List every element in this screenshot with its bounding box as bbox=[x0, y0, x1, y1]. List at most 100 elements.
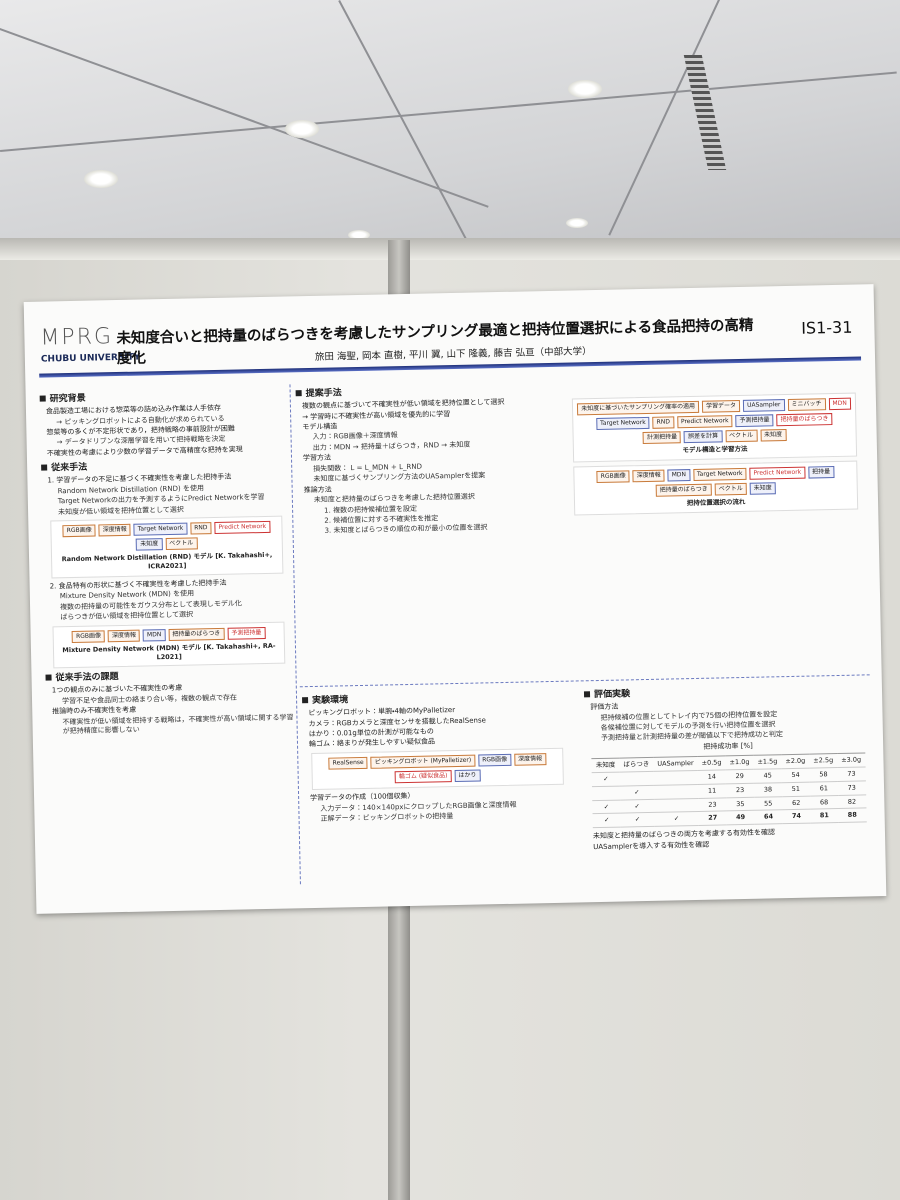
table-cell: ✓ bbox=[619, 785, 655, 800]
header-cell: ばらつき bbox=[619, 757, 654, 773]
table-cell: 49 bbox=[726, 810, 755, 826]
figure-label: Target Network bbox=[133, 522, 188, 537]
figure-label: MDN bbox=[828, 397, 851, 411]
table-cell bbox=[592, 785, 621, 801]
figure-label: ミニバッチ bbox=[787, 398, 826, 412]
figure: RGB画像 深度情報 MDN Target Network Predict Networ… bbox=[573, 460, 859, 516]
table-cell: 54 bbox=[781, 768, 810, 783]
figure-label: 把持量のばらつき bbox=[776, 413, 833, 427]
figure-label: Predict Network bbox=[214, 521, 271, 535]
figure-label: ベクトル bbox=[714, 483, 747, 496]
proposed-figures: 未知度に基づいたサンプリング確率の適用 学習データ UASampler ミニバッチ MD… bbox=[564, 389, 867, 519]
table-cell: 29 bbox=[725, 769, 754, 784]
table-cell: 82 bbox=[837, 794, 867, 809]
table-cell: 11 bbox=[698, 783, 727, 799]
poster-id: IS1-31 bbox=[801, 317, 853, 338]
ceiling-beam bbox=[338, 0, 477, 257]
table-cell: 64 bbox=[754, 810, 783, 825]
table-cell bbox=[653, 770, 699, 786]
figure-label: RGB画像 bbox=[62, 524, 96, 538]
table-cell: ✓ bbox=[620, 798, 655, 814]
table-cell bbox=[653, 784, 699, 799]
table-cell: 23 bbox=[698, 797, 727, 812]
ceiling-light bbox=[348, 230, 370, 240]
figure-label: 把持量のばらつき bbox=[655, 483, 712, 498]
figure-label: 深度情報 bbox=[107, 629, 141, 643]
ceiling-beam bbox=[0, 71, 897, 152]
table-cell: 14 bbox=[697, 769, 726, 785]
figure-label: RGB画像 bbox=[71, 630, 106, 643]
ceiling-light bbox=[84, 170, 118, 188]
table-cell: 73 bbox=[837, 780, 866, 796]
table-cell: 55 bbox=[754, 796, 783, 811]
figure-caption: Mixture Density Network (MDN) モデル [K. Ta… bbox=[62, 641, 276, 661]
figure-label: 誤差を計算 bbox=[684, 430, 723, 444]
table-cell: 27 bbox=[698, 811, 727, 826]
table-cell: 74 bbox=[782, 809, 811, 824]
header-cell: ±2.5g bbox=[809, 753, 838, 769]
results-table: 未知度 ばらつき UASampler ±0.5g ±1.0g ±1.5g ±2.0g ±2.5… bbox=[591, 753, 867, 829]
table-cell: 62 bbox=[782, 795, 811, 811]
poster: MPRG CHUBU UNIVERSITY 未知度合いと把持量のばらつきを考慮し… bbox=[23, 284, 887, 914]
figure-label: 予測把持量 bbox=[735, 414, 774, 428]
table-cell: 68 bbox=[809, 795, 839, 810]
figure-label: Target Network bbox=[596, 416, 650, 431]
ceiling-light bbox=[566, 218, 588, 228]
panel-rail bbox=[0, 238, 900, 260]
figure-label: はかり bbox=[454, 769, 481, 783]
table-cell bbox=[619, 771, 654, 786]
figure: RGB画像 深度情報 MDN 把持量のばらつき 予測把持量 Mixture Density… bbox=[52, 621, 286, 669]
figure-label: UASampler bbox=[742, 399, 785, 413]
figure-label: 把持量 bbox=[807, 466, 835, 479]
figure-label: 未知度に基づいたサンプリング確率の適用 bbox=[577, 400, 700, 416]
header-cell: ±0.5g bbox=[697, 756, 726, 771]
figure: 未知度に基づいたサンプリング確率の適用 学習データ UASampler ミニバッチ MD… bbox=[571, 392, 858, 463]
table-cell: 81 bbox=[810, 808, 839, 824]
figure-label: RGB画像 bbox=[478, 753, 512, 767]
figure-label: RealSense bbox=[328, 756, 368, 770]
table-cell: 51 bbox=[781, 781, 810, 797]
table-cell bbox=[654, 798, 699, 813]
header-cell: ±1.5g bbox=[753, 755, 782, 770]
table-cell: ✓ bbox=[620, 812, 655, 828]
header-cell: ±1.0g bbox=[725, 755, 754, 770]
table-cell: 35 bbox=[726, 796, 755, 812]
figure-label: 学習データ bbox=[701, 399, 741, 413]
table-cell: 38 bbox=[753, 782, 783, 797]
environment-column: 実験環境 ピッキングロボット：単腕・4軸のMyPalletizer カメラ：RGBカ… bbox=[302, 686, 573, 826]
ceiling-light bbox=[285, 120, 319, 138]
left-column: 研究背景 食品製造工場における惣菜等の詰め込み作業は人手依存 → ピッキングロボット… bbox=[40, 384, 295, 738]
figure-label: MDN bbox=[667, 469, 691, 482]
table-cell: ✓ bbox=[592, 813, 621, 828]
figure-caption: モデル構造と学習方法 bbox=[682, 445, 748, 455]
header-cell: ±3.0g bbox=[837, 753, 866, 768]
ceiling-light bbox=[568, 80, 602, 98]
header-cell: UASampler bbox=[653, 756, 698, 772]
figure-caption: 把持位置選択の流れ bbox=[686, 498, 746, 508]
air-vent bbox=[683, 55, 727, 170]
figure: RGB画像 深度情報 Target Network RND Predict Networ… bbox=[50, 515, 284, 579]
figure-label: Predict Network bbox=[749, 466, 806, 480]
ceiling-beam bbox=[0, 28, 489, 208]
logo: MPRG bbox=[40, 324, 114, 351]
figure-label: Predict Network bbox=[676, 415, 733, 429]
figure-label: 未知度 bbox=[136, 538, 163, 552]
figure-label: 未知度 bbox=[749, 482, 776, 496]
evaluation-column: 評価実験 評価方法 把持候補の位置としてトレイ内で75個の把持位置を設定 各候補位置に… bbox=[584, 679, 873, 853]
header-cell: ±2.0g bbox=[781, 754, 810, 769]
proposed-column: 提案手法 複数の観点に基づいて不確実性が低い領域を把持位置として選択 → 学習時に不… bbox=[295, 379, 560, 538]
header-cell: 未知度 bbox=[591, 758, 620, 773]
figure-label: RND bbox=[190, 522, 212, 535]
figure-label: MDN bbox=[142, 628, 166, 642]
table-cell: 61 bbox=[809, 781, 838, 796]
table-cell: ✓ bbox=[654, 811, 699, 827]
table-cell: 58 bbox=[809, 767, 838, 782]
figure-label: 計測把持量 bbox=[643, 431, 682, 445]
figure-label: Target Network bbox=[692, 467, 747, 482]
table-cell: 45 bbox=[753, 768, 782, 784]
table-cell: 88 bbox=[838, 808, 867, 823]
table-cell: ✓ bbox=[592, 772, 620, 787]
figure-label: 把持量のばらつき bbox=[168, 627, 225, 641]
table-cell: ✓ bbox=[592, 799, 621, 815]
figure-label: 深度情報 bbox=[514, 753, 547, 766]
